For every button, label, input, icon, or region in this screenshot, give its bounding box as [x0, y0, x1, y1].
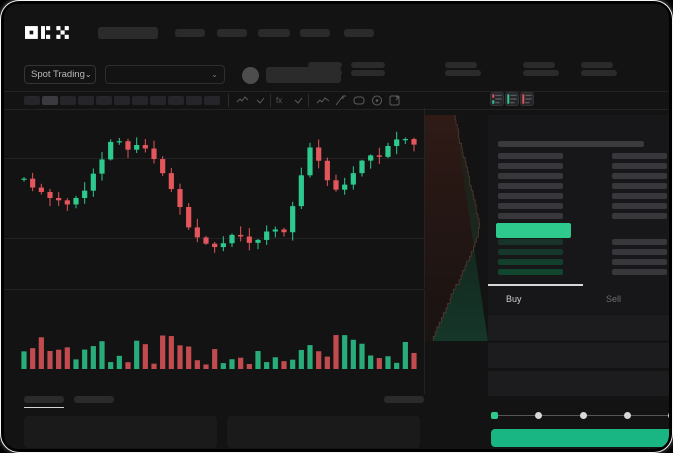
svg-text:fx: fx	[276, 96, 282, 105]
